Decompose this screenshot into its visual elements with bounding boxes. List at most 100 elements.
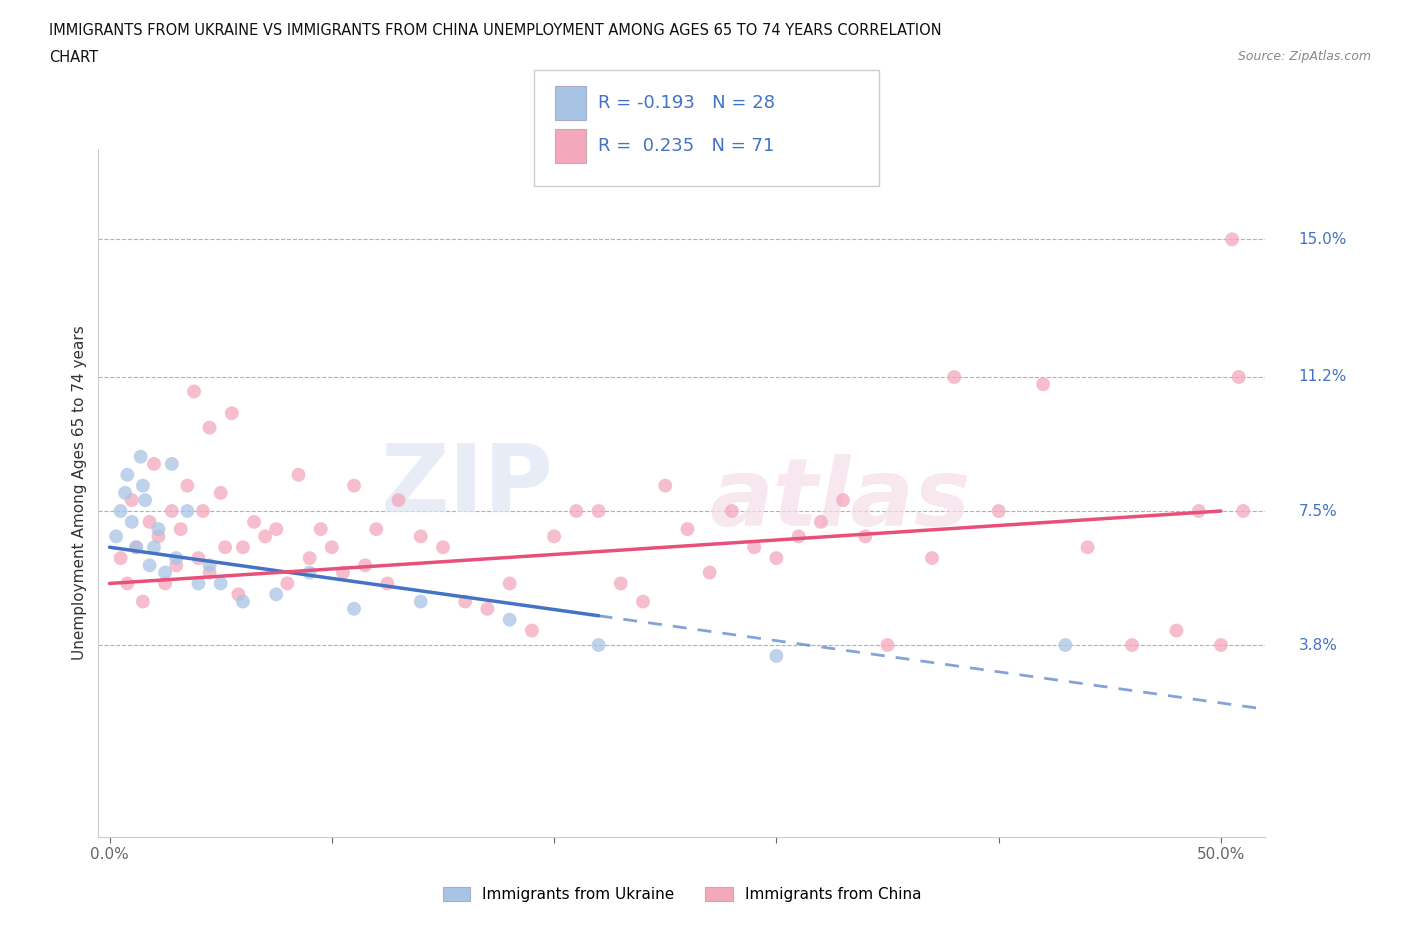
- Point: [1220, 232, 1243, 246]
- Point: [114, 485, 136, 500]
- Text: R = -0.193   N = 28: R = -0.193 N = 28: [598, 94, 775, 113]
- Point: [1166, 623, 1188, 638]
- Point: [477, 602, 499, 617]
- Point: [832, 493, 855, 508]
- Point: [588, 503, 610, 518]
- Point: [409, 594, 432, 609]
- Point: [134, 493, 156, 508]
- Point: [254, 529, 277, 544]
- Point: [232, 539, 254, 554]
- Point: [110, 551, 132, 565]
- Point: [132, 478, 155, 493]
- Point: [1032, 377, 1054, 392]
- Point: [1209, 638, 1232, 653]
- Text: 15.0%: 15.0%: [1299, 232, 1347, 246]
- Point: [165, 551, 187, 565]
- Point: [520, 623, 543, 638]
- Point: [432, 539, 454, 554]
- Point: [810, 514, 832, 529]
- Point: [209, 576, 232, 591]
- Point: [243, 514, 266, 529]
- Point: [143, 539, 166, 554]
- Point: [876, 638, 898, 653]
- Point: [676, 522, 699, 537]
- Point: [332, 565, 354, 580]
- Point: [543, 529, 565, 544]
- Point: [409, 529, 432, 544]
- Point: [187, 576, 209, 591]
- Point: [498, 576, 520, 591]
- Point: [160, 457, 183, 472]
- Point: [110, 503, 132, 518]
- Text: R =  0.235   N = 71: R = 0.235 N = 71: [598, 137, 773, 155]
- Point: [654, 478, 676, 493]
- Point: [176, 478, 198, 493]
- Point: [264, 522, 287, 537]
- Point: [264, 587, 287, 602]
- Point: [125, 539, 148, 554]
- Legend: Immigrants from Ukraine, Immigrants from China: Immigrants from Ukraine, Immigrants from…: [436, 882, 928, 909]
- Point: [387, 493, 409, 508]
- Point: [143, 457, 166, 472]
- Point: [105, 529, 128, 544]
- Point: [588, 638, 610, 653]
- Point: [187, 551, 209, 565]
- Point: [121, 514, 143, 529]
- Point: [165, 558, 187, 573]
- Point: [343, 602, 366, 617]
- Text: CHART: CHART: [49, 50, 98, 65]
- Point: [276, 576, 298, 591]
- Point: [198, 420, 221, 435]
- Point: [309, 522, 332, 537]
- Point: [742, 539, 765, 554]
- Point: [943, 369, 966, 384]
- Point: [1232, 503, 1254, 518]
- Point: [298, 551, 321, 565]
- Point: [921, 551, 943, 565]
- Point: [1121, 638, 1143, 653]
- Point: [117, 468, 139, 483]
- Point: [176, 503, 198, 518]
- Point: [765, 648, 787, 663]
- Point: [354, 558, 377, 573]
- Point: [198, 558, 221, 573]
- Text: ZIP: ZIP: [381, 440, 554, 532]
- Text: 3.8%: 3.8%: [1299, 638, 1337, 653]
- Point: [699, 565, 721, 580]
- Point: [454, 594, 477, 609]
- Point: [125, 539, 148, 554]
- Point: [321, 539, 343, 554]
- Point: [765, 551, 787, 565]
- Text: atlas: atlas: [710, 454, 972, 546]
- Point: [721, 503, 744, 518]
- Point: [228, 587, 250, 602]
- Point: [138, 514, 160, 529]
- Point: [610, 576, 633, 591]
- Text: IMMIGRANTS FROM UKRAINE VS IMMIGRANTS FROM CHINA UNEMPLOYMENT AMONG AGES 65 TO 7: IMMIGRANTS FROM UKRAINE VS IMMIGRANTS FR…: [49, 23, 942, 38]
- Point: [343, 478, 366, 493]
- Point: [787, 529, 810, 544]
- Point: [169, 522, 191, 537]
- Point: [377, 576, 399, 591]
- Point: [498, 612, 520, 627]
- Point: [160, 503, 183, 518]
- Point: [1054, 638, 1077, 653]
- Point: [183, 384, 205, 399]
- Point: [1188, 503, 1211, 518]
- Point: [631, 594, 654, 609]
- Point: [209, 485, 232, 500]
- Point: [138, 558, 160, 573]
- Point: [153, 576, 176, 591]
- Point: [153, 565, 176, 580]
- Point: [214, 539, 236, 554]
- Point: [129, 449, 152, 464]
- Y-axis label: Unemployment Among Ages 65 to 74 years: Unemployment Among Ages 65 to 74 years: [72, 326, 87, 660]
- Point: [853, 529, 876, 544]
- Point: [221, 405, 243, 420]
- Point: [117, 576, 139, 591]
- Point: [132, 594, 155, 609]
- Point: [987, 503, 1010, 518]
- Point: [232, 594, 254, 609]
- Text: Source: ZipAtlas.com: Source: ZipAtlas.com: [1237, 50, 1371, 63]
- Point: [148, 522, 170, 537]
